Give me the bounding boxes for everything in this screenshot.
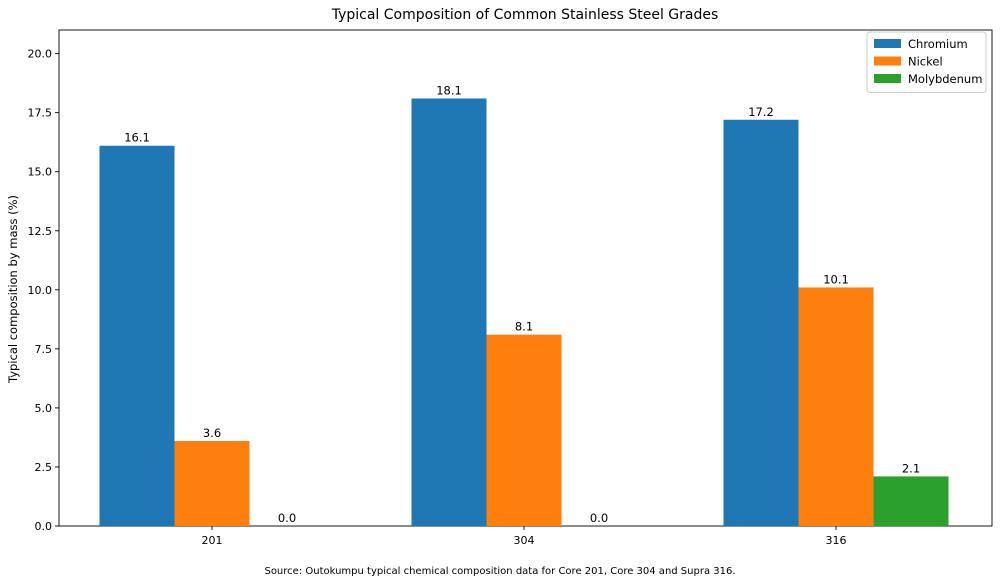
bar-molybdenum-316 xyxy=(873,476,949,526)
bar-chromium-304 xyxy=(411,98,487,526)
data-label: 3.6 xyxy=(203,426,221,440)
data-label: 10.1 xyxy=(823,272,849,286)
legend-label-chromium: Chromium xyxy=(908,37,968,51)
x-tick-label: 304 xyxy=(514,534,535,547)
x-tick-label: 316 xyxy=(826,534,847,547)
data-label: 18.1 xyxy=(436,83,462,97)
data-label: 0.0 xyxy=(590,511,608,525)
y-tick-label: 12.5 xyxy=(28,225,53,238)
bar-chromium-201 xyxy=(99,145,175,526)
bar-nickel-201 xyxy=(174,440,250,526)
bar-chromium-316 xyxy=(723,119,799,526)
x-tick-label: 201 xyxy=(202,534,223,547)
data-label: 0.0 xyxy=(278,511,296,525)
y-axis-label: Typical composition by mass (%) xyxy=(6,195,20,384)
source-note: Source: Outokumpu typical chemical compo… xyxy=(264,566,735,577)
data-label: 17.2 xyxy=(748,105,774,119)
y-tick-label: 5.0 xyxy=(35,402,53,415)
y-tick-label: 17.5 xyxy=(28,107,53,120)
data-label: 8.1 xyxy=(515,320,533,334)
data-label: 16.1 xyxy=(124,131,150,145)
chart-title: Typical Composition of Common Stainless … xyxy=(331,7,719,23)
y-tick-label: 10.0 xyxy=(28,284,53,297)
legend-swatch-nickel xyxy=(874,56,901,66)
bar-nickel-304 xyxy=(486,334,562,526)
y-tick-label: 0.0 xyxy=(35,520,53,533)
y-tick-label: 15.0 xyxy=(28,166,53,179)
y-tick-label: 20.0 xyxy=(28,48,53,61)
legend-label-molybdenum: Molybdenum xyxy=(908,72,982,86)
y-tick-label: 7.5 xyxy=(35,343,53,356)
y-tick-label: 2.5 xyxy=(35,461,53,474)
legend-label-nickel: Nickel xyxy=(908,55,943,69)
data-label: 2.1 xyxy=(902,461,920,475)
legend: Chromium Nickel Molybdenum xyxy=(866,31,987,93)
legend-swatch-molybdenum xyxy=(874,74,901,83)
plot-area: 0.0 2.5 5.0 7.5 10.0 12.5 15.0 17.5 20.0 201 304 31… xyxy=(28,29,993,547)
legend-swatch-chromium xyxy=(874,39,901,48)
bar-nickel-316 xyxy=(798,287,874,526)
